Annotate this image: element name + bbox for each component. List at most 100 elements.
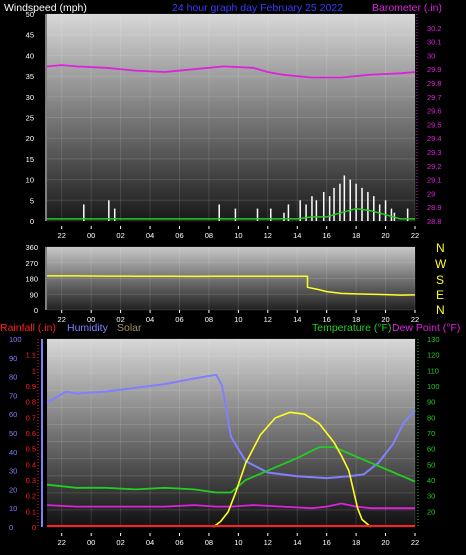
dew-point-axis-label: Dew Point (°F): [392, 322, 460, 334]
x-tick-label: 16: [323, 315, 331, 324]
rainfall-tick-label: 1.1: [26, 351, 36, 360]
dew-point-line: [46, 502, 415, 510]
windspeed-tick-label: 30: [26, 93, 34, 102]
wind-direction-line: [47, 275, 416, 296]
windspeed-tick-label: 0: [30, 217, 34, 226]
compass-n-top: N: [436, 241, 445, 255]
humidity-tick-label: 60: [9, 410, 17, 419]
humidity-tick-label: 30: [9, 467, 17, 476]
barometer-tick-label: 29.4: [427, 134, 442, 143]
x-tick-label: 04: [146, 538, 154, 547]
barometer-tick-label: 29.7: [427, 93, 442, 102]
rainfall-tick-label: 0.1: [26, 507, 36, 516]
rainfall-tick-label: 0: [32, 523, 36, 532]
temperature-tick-label: 30: [427, 492, 435, 501]
temperature-tick-label: 100: [427, 382, 440, 391]
x-tick-label: 22: [411, 538, 419, 547]
humidity-tick-label: 100: [9, 335, 22, 344]
wind-direction-tick-label: 270: [25, 259, 38, 268]
x-tick-label: 22: [58, 315, 66, 324]
x-tick-label: 16: [323, 231, 331, 240]
x-tick-label: 02: [116, 231, 124, 240]
x-tick-label: 20: [381, 231, 389, 240]
series-marks: [46, 64, 416, 528]
solar-line: [212, 411, 372, 528]
x-tick-label: 06: [175, 231, 183, 240]
barometer-tick-label: 29.8: [427, 79, 442, 88]
humidity-tick-label: 90: [9, 354, 17, 363]
x-tick-label: 06: [175, 538, 183, 547]
x-tick-label: 12: [264, 315, 272, 324]
solar-legend-label: Solar: [117, 322, 142, 334]
rainfall-tick-label: 0.5: [26, 445, 36, 454]
wind-speed-line: [47, 207, 415, 220]
temperature-tick-label: 70: [427, 429, 435, 438]
x-tick-label: 22: [411, 315, 419, 324]
windspeed-tick-label: 25: [26, 114, 34, 123]
x-tick-label: 02: [116, 538, 124, 547]
x-tick-label: 20: [381, 315, 389, 324]
x-tick-label: 00: [87, 315, 95, 324]
x-tick-label: 06: [175, 315, 183, 324]
x-tick-label: 12: [264, 231, 272, 240]
wind-direction-tick-label: 180: [25, 275, 38, 284]
humidity-tick-label: 0: [9, 523, 13, 532]
barometer-tick-label: 28.9: [427, 203, 442, 212]
windspeed-tick-label: 40: [26, 51, 34, 60]
compass-w: W: [435, 257, 447, 271]
x-tick-label: 02: [116, 315, 124, 324]
humidity-legend-label: Humidity: [67, 322, 109, 334]
rainfall-tick-label: 0.9: [26, 382, 36, 391]
rainfall-tick-label: 0.6: [26, 429, 36, 438]
barometer-tick-label: 29: [427, 189, 435, 198]
x-tick-label: 18: [352, 315, 360, 324]
axes: [37, 14, 419, 527]
x-tick-label: 08: [205, 231, 213, 240]
x-tick-label: 18: [352, 538, 360, 547]
windspeed-tick-label: 35: [26, 72, 34, 81]
barometer-line: [46, 64, 416, 79]
windspeed-tick-label: 10: [26, 176, 34, 185]
windspeed-axis-label: Windspeed (mph): [4, 2, 87, 14]
wind-direction-grid: [47, 246, 416, 311]
wind-direction-tick-label: 360: [25, 243, 38, 252]
barometer-tick-label: 30: [427, 51, 435, 60]
x-tick-label: 08: [205, 538, 213, 547]
x-tick-label: 04: [146, 315, 154, 324]
barometer-tick-label: 30.2: [427, 24, 442, 33]
temperature-line: [46, 446, 416, 494]
x-tick-label: 14: [293, 538, 301, 547]
barometer-tick-label: 29.6: [427, 107, 442, 116]
wind-direction-tick-label: 90: [30, 290, 38, 299]
wind-direction-tick-label: 0: [34, 306, 38, 315]
rainfall-tick-label: 0.4: [26, 460, 36, 469]
barometer-tick-label: 29.2: [427, 162, 442, 171]
compass-n-bottom: N: [436, 303, 445, 317]
rainfall-tick-label: 0.2: [26, 492, 36, 501]
x-tick-label: 20: [381, 538, 389, 547]
barometer-tick-label: 29.3: [427, 148, 442, 157]
windspeed-tick-label: 50: [26, 10, 34, 19]
x-tick-label: 10: [234, 315, 242, 324]
windspeed-tick-label: 45: [26, 31, 34, 40]
barometer-axis-label: Barometer (.in): [372, 2, 442, 14]
temperature-tick-label: 120: [427, 351, 440, 360]
barometer-tick-label: 29.1: [427, 176, 442, 185]
x-tick-label: 22: [58, 231, 66, 240]
x-tick-label: 16: [323, 538, 331, 547]
temperature-tick-label: 90: [427, 398, 435, 407]
rainfall-tick-label: 0.7: [26, 413, 36, 422]
rainfall-tick-label: 0.3: [26, 476, 36, 485]
x-tick-label: 12: [264, 538, 272, 547]
windspeed-tick-label: 5: [30, 196, 34, 205]
humidity-tick-label: 70: [9, 391, 17, 400]
temperature-tick-label: 40: [427, 476, 435, 485]
x-tick-label: 22: [58, 538, 66, 547]
humidity-tick-label: 80: [9, 373, 17, 382]
windspeed-tick-label: 15: [26, 155, 34, 164]
x-tick-label: 18: [352, 231, 360, 240]
x-tick-label: 04: [146, 231, 154, 240]
rainfall-axis-label: Rainfall (.in): [0, 322, 56, 334]
humidity-tick-label: 40: [9, 448, 17, 457]
